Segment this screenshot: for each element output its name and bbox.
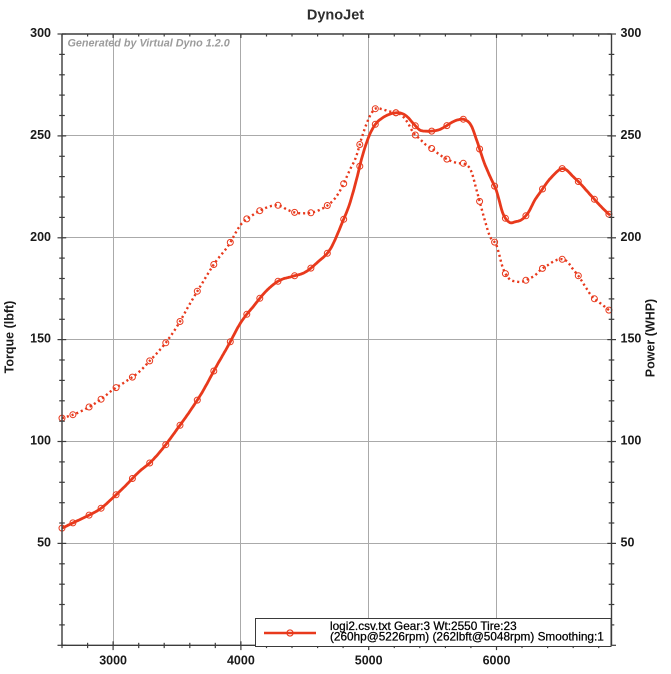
svg-text:300: 300 — [621, 26, 642, 40]
svg-text:100: 100 — [621, 434, 642, 448]
svg-text:(260hp@5226rpm) (262lbft@5048r: (260hp@5226rpm) (262lbft@5048rpm) Smooth… — [330, 630, 604, 644]
svg-text:Generated by Virtual Dyno 1.2.: Generated by Virtual Dyno 1.2.0 — [68, 38, 230, 50]
svg-text:DynoJet: DynoJet — [307, 7, 364, 23]
svg-text:5000: 5000 — [355, 654, 383, 668]
svg-text:Power (WHP): Power (WHP) — [644, 299, 658, 377]
svg-text:100: 100 — [30, 434, 51, 448]
svg-text:50: 50 — [37, 535, 51, 549]
svg-text:Torque (lbft): Torque (lbft) — [3, 301, 17, 374]
svg-text:300: 300 — [30, 26, 51, 40]
svg-text:3000: 3000 — [99, 654, 127, 668]
svg-text:50: 50 — [621, 535, 635, 549]
svg-text:200: 200 — [621, 230, 642, 244]
svg-text:6000: 6000 — [483, 654, 511, 668]
svg-text:200: 200 — [30, 230, 51, 244]
svg-text:150: 150 — [30, 332, 51, 346]
svg-text:250: 250 — [30, 128, 51, 142]
svg-text:logi2.csv.txt Gear:3 Wt:2550 T: logi2.csv.txt Gear:3 Wt:2550 Tire:23 — [330, 619, 517, 633]
svg-text:4000: 4000 — [227, 654, 255, 668]
svg-text:150: 150 — [621, 332, 642, 346]
svg-text:250: 250 — [621, 128, 642, 142]
